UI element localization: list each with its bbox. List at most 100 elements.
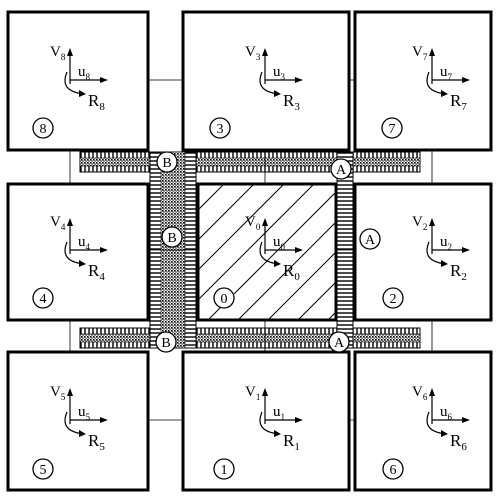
u-arrowhead [100,77,108,83]
joint-label: A [365,233,376,248]
joint-A: A [330,158,352,180]
block-3-border [181,10,351,152]
joint-label: B [161,336,170,351]
r-label: R5 [88,431,105,453]
joint-label: A [334,336,345,351]
joint-circle [161,226,183,248]
block-number-circle [209,117,231,139]
block-0: V0 u0 R0 0 [196,182,338,322]
r-label: R6 [450,431,467,453]
interface-core-top [79,157,421,167]
u-arrowhead [100,417,108,423]
u-label: u0 [273,234,286,252]
u-arrowhead [462,247,470,253]
joint-label: A [336,163,347,178]
block-number: 3 [217,122,224,137]
joint-A: A [328,331,350,353]
joint-circle [155,331,177,353]
r-arrowhead [79,260,86,267]
v-label: V2 [412,214,427,232]
block-1-border [181,350,351,492]
block-number-circle [381,117,403,139]
u-arrowhead [295,417,303,423]
joint-label: B [162,156,171,171]
u-arrowhead [295,247,303,253]
v-arrowhead [262,388,268,396]
block-8-border [6,10,150,152]
v-label: V7 [412,44,428,62]
v-arrowhead [67,218,73,226]
block-number-circle [32,287,54,309]
blocks-layer: V8 u8 R8 8 V3 u3 R3 3 V7 u7 R7 7 V4 u4 R4 4 V0 u0 R0 0 V2 u2 R… [6,10,493,492]
block-2-border [353,182,493,322]
block-5: V5 u5 R5 5 [6,350,150,492]
block-number: 8 [40,122,47,137]
u-label: u6 [440,404,453,422]
v-arrowhead [429,48,435,56]
r-label: R3 [283,91,300,113]
block-number: 1 [221,463,228,478]
u-label: u2 [440,234,452,252]
r-arrowhead [441,90,448,97]
block-number: 4 [40,292,47,307]
r-arrowhead [441,260,448,267]
block-7-border [353,10,493,152]
block-number: 5 [40,463,47,478]
block-number: 0 [221,292,228,307]
block-0-border [196,182,338,322]
block-6: V6 u6 R6 6 [353,350,493,492]
r-label: R7 [450,91,467,113]
u-label: u8 [78,64,91,82]
r-arrowhead [441,430,448,437]
r-label: R1 [283,431,300,453]
joint-circle [156,151,178,173]
u-label: u3 [273,64,286,82]
block-number: 2 [390,292,397,307]
block-4-border [6,182,150,322]
u-arrowhead [462,77,470,83]
v-arrowhead [67,48,73,56]
v-arrowhead [429,218,435,226]
v-arrowhead [429,388,435,396]
r-arrowhead [79,430,86,437]
v-label: V5 [50,384,66,402]
block-2: V2 u2 R2 2 [353,182,493,322]
block-number-circle [213,458,235,480]
joint-circle [330,158,352,180]
joint-circle [359,228,381,250]
block-6-border [353,350,493,492]
block-5-border [6,350,150,492]
r-label: R4 [88,261,105,283]
v-label: V6 [412,384,428,402]
block-number: 7 [389,122,396,137]
u-arrowhead [295,77,303,83]
block-number-circle [382,287,404,309]
r-arrowhead [79,90,86,97]
block-8: V8 u8 R8 8 [6,10,150,152]
r-label: R8 [88,91,105,113]
u-label: u4 [78,234,91,252]
block-number: 6 [390,463,397,478]
block-number-circle [213,287,235,309]
joint-label: B [167,231,176,246]
u-label: u7 [440,64,453,82]
v-arrowhead [262,48,268,56]
block-1: V1 u1 R1 1 [181,350,351,492]
v-label: V8 [50,44,66,62]
joints-layer: B A B A B A [155,151,381,353]
v-label: V1 [245,384,260,402]
block-3: V3 u3 R3 3 [181,10,351,152]
r-arrowhead [274,430,281,437]
block-number-circle [382,458,404,480]
v-label: V3 [245,44,261,62]
joint-B: B [156,151,178,173]
u-label: u5 [78,404,91,422]
block-7: V7 u7 R7 7 [353,10,493,152]
u-arrowhead [462,417,470,423]
block-number-circle [32,117,54,139]
joint-B: B [155,331,177,353]
u-label: u1 [273,404,285,422]
joint-A: A [359,228,381,250]
joint-circle [328,331,350,353]
